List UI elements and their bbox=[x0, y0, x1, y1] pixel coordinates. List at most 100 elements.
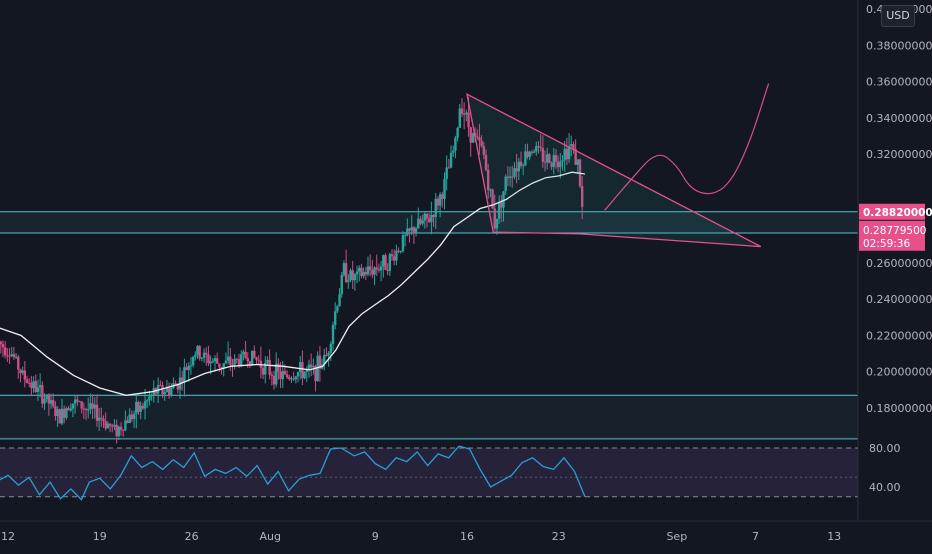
candle-body-11 bbox=[21, 370, 24, 374]
candle-body-31 bbox=[65, 408, 68, 418]
candle-body-59 bbox=[126, 420, 129, 424]
candle-body-175 bbox=[379, 266, 383, 271]
currency-button[interactable]: USD bbox=[881, 5, 915, 27]
candle-body-156 bbox=[338, 294, 341, 307]
price-projection-path[interactable] bbox=[604, 83, 770, 211]
candle-body-17 bbox=[34, 381, 37, 392]
candle-body-197 bbox=[427, 218, 431, 223]
candle-body-178 bbox=[386, 269, 389, 271]
candle-body-213 bbox=[462, 113, 466, 115]
candle-body-101 bbox=[218, 363, 221, 368]
support-zones bbox=[0, 211, 858, 436]
moving-average-series bbox=[0, 171, 586, 396]
candle-body-241 bbox=[524, 151, 527, 166]
candle-body-35 bbox=[73, 399, 77, 404]
candle-body-118 bbox=[255, 357, 258, 360]
candle-body-145 bbox=[314, 366, 317, 382]
candle-body-262 bbox=[570, 144, 573, 146]
candle-body-44 bbox=[93, 404, 96, 409]
candle-body-1 bbox=[0, 341, 2, 345]
current-price-tag bbox=[859, 220, 925, 251]
time-axis[interactable]: 12 19 26 Aug 9 16 23 Sep 7 13 bbox=[0, 520, 932, 543]
candle-body-236 bbox=[513, 168, 516, 178]
candle-body-54 bbox=[115, 424, 118, 438]
candle-body-152 bbox=[329, 343, 333, 353]
price-tick-label-9: 0.18000000 bbox=[866, 402, 932, 415]
candle-body-159 bbox=[344, 263, 348, 282]
level-price-tag bbox=[859, 203, 925, 220]
candle-body-261 bbox=[567, 145, 571, 160]
candle-body-207 bbox=[449, 152, 453, 168]
price-tick-label-4: 0.32000000 bbox=[866, 148, 932, 161]
candle-body-115 bbox=[248, 361, 252, 366]
candle-body-144 bbox=[312, 366, 315, 368]
candle-body-219 bbox=[476, 136, 479, 138]
candle-body-124 bbox=[268, 359, 271, 375]
candle-body-176 bbox=[382, 255, 385, 267]
candle-body-184 bbox=[399, 250, 402, 252]
candle-body-151 bbox=[327, 352, 330, 356]
candle-body-167 bbox=[362, 271, 365, 277]
candle-body-254 bbox=[552, 155, 555, 167]
candle-body-74 bbox=[159, 385, 162, 387]
candle-body-42 bbox=[89, 403, 92, 410]
candle-body-64 bbox=[137, 402, 140, 412]
descending-triangle[interactable] bbox=[466, 93, 762, 248]
candle-body-267 bbox=[580, 186, 584, 207]
candle-body-22 bbox=[45, 394, 48, 400]
candle-body-187 bbox=[406, 228, 409, 236]
candle-body-117 bbox=[253, 350, 256, 358]
candle-body-116 bbox=[250, 350, 254, 366]
candle-body-127 bbox=[274, 363, 278, 385]
candle-body-58 bbox=[124, 420, 127, 431]
candle-body-132 bbox=[285, 374, 289, 378]
candle-body-260 bbox=[565, 148, 569, 160]
candle-body-139 bbox=[301, 362, 304, 379]
candle-body-53 bbox=[113, 424, 116, 427]
candle-body-92 bbox=[198, 346, 201, 359]
candle-body-88 bbox=[189, 365, 193, 367]
candle-body-163 bbox=[353, 274, 357, 281]
candle-body-111 bbox=[240, 354, 243, 366]
candle-body-193 bbox=[419, 218, 422, 224]
candle-body-67 bbox=[143, 401, 147, 409]
candle-body-70 bbox=[150, 394, 153, 397]
candle-body-206 bbox=[447, 167, 451, 169]
candle-body-245 bbox=[532, 151, 536, 153]
candle-body-158 bbox=[342, 263, 346, 276]
candle-body-204 bbox=[443, 178, 446, 199]
candle-body-23 bbox=[47, 394, 51, 404]
candle-body-186 bbox=[403, 235, 407, 237]
candle-body-55 bbox=[117, 426, 121, 438]
candle-body-224 bbox=[487, 170, 490, 191]
candle-body-190 bbox=[412, 227, 416, 234]
candle-body-231 bbox=[502, 191, 505, 208]
candle-body-27 bbox=[56, 409, 59, 417]
price-axis[interactable]: 0.400000000.380000000.360000000.34000000… bbox=[857, 0, 932, 520]
candle-body-21 bbox=[43, 399, 46, 404]
candle-body-162 bbox=[351, 270, 354, 281]
candle-body-238 bbox=[517, 161, 521, 172]
candle-body-25 bbox=[52, 400, 55, 407]
candle-body-2 bbox=[1, 344, 5, 348]
candle-body-147 bbox=[318, 355, 322, 369]
candle-body-8 bbox=[14, 356, 18, 358]
candle-body-250 bbox=[543, 161, 547, 163]
candle-body-217 bbox=[471, 133, 475, 143]
candle-body-104 bbox=[224, 360, 228, 364]
price-tick-label-3: 0.34000000 bbox=[866, 112, 932, 125]
candle-body-24 bbox=[49, 400, 53, 404]
candle-body-258 bbox=[561, 160, 564, 162]
candle-body-264 bbox=[574, 149, 577, 165]
candle-body-237 bbox=[515, 168, 518, 172]
candle-body-208 bbox=[452, 150, 455, 153]
candle-body-110 bbox=[237, 359, 241, 366]
trendline-drawings[interactable] bbox=[466, 83, 770, 248]
price-tick-label-6: 0.24000000 bbox=[866, 293, 932, 306]
candle-body-244 bbox=[530, 151, 534, 153]
candle-body-3 bbox=[3, 347, 7, 356]
candle-body-38 bbox=[80, 401, 83, 409]
